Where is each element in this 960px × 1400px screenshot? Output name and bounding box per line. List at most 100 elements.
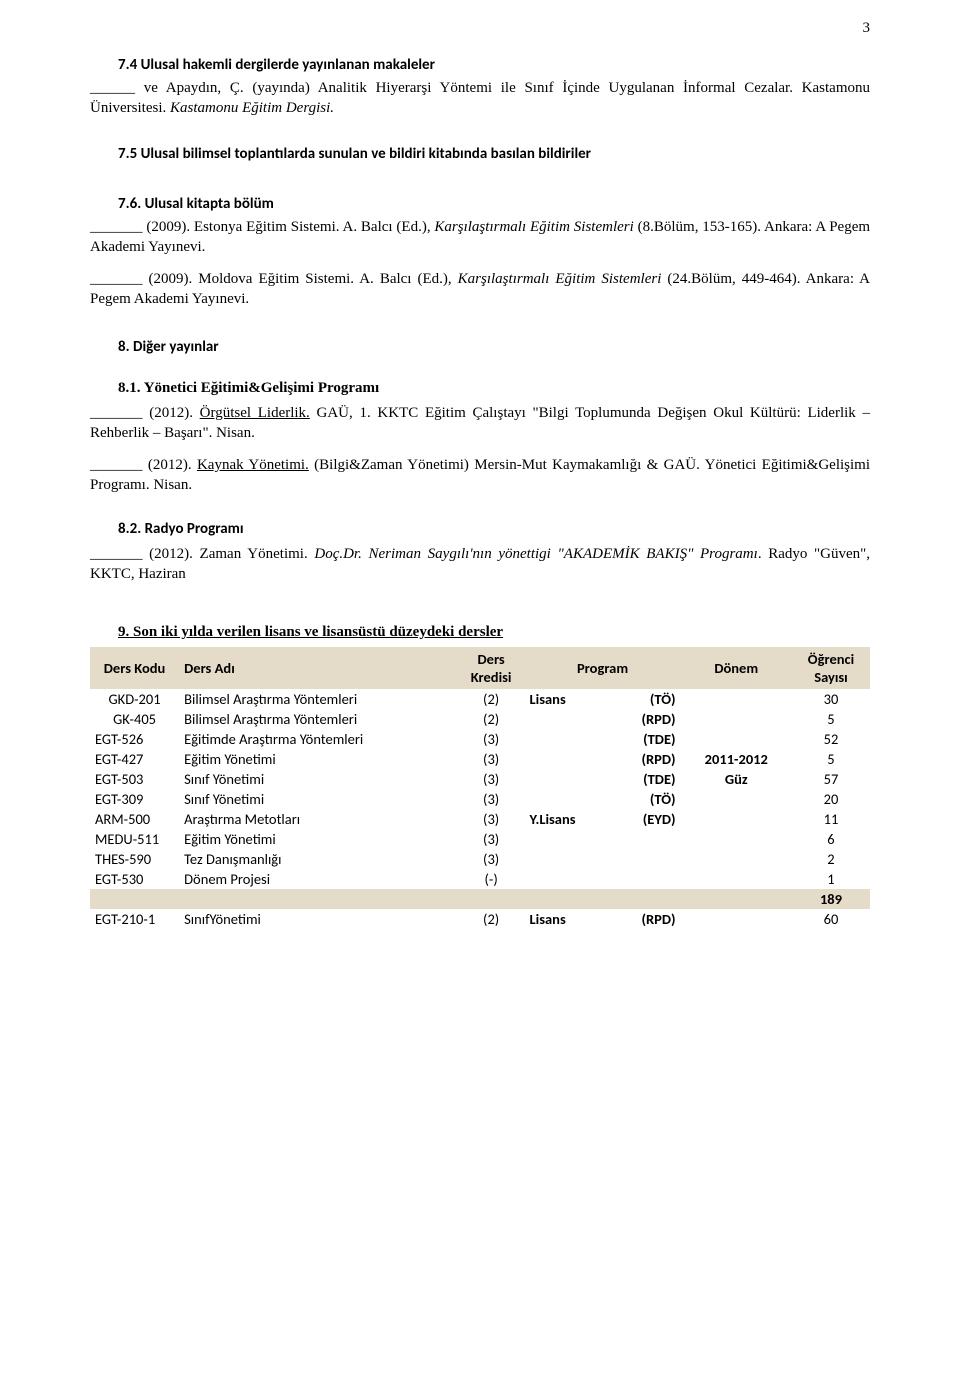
subtotal-spacer [90,889,792,909]
document-page: 3 7.4 Ulusal hakemli dergilerde yayınlan… [0,0,960,969]
cell-prog2: (RPD) [603,749,681,769]
cell-code: EGT-210-1 [90,909,179,929]
cell-code: ARM-500 [90,809,179,829]
th-term: Dönem [681,647,792,689]
cell-prog2: (TDE) [603,729,681,749]
heading-8: 8. Diğer yayınlar [90,338,870,356]
para-7-6-2: (2009). Moldova Eğitim Sistemi. A. Balcı… [90,269,870,310]
cell-credit: (3) [458,749,525,769]
th-credit: Ders Kredisi [458,647,525,689]
cell-count: 20 [792,789,870,809]
cell-term [681,809,792,829]
cell-credit: (2) [458,909,525,929]
cell-term: 2011-2012 [681,749,792,769]
th-program: Program [525,647,681,689]
cell-count: 2 [792,849,870,869]
cell-prog1 [525,729,603,749]
cell-credit: (3) [458,769,525,789]
cell-name: Bilimsel Araştırma Yöntemleri [179,709,458,729]
cell-count: 5 [792,709,870,729]
cell-name: Dönem Projesi [179,869,458,889]
th-name: Ders Adı [179,647,458,689]
table-row: GK-405Bilimsel Araştırma Yöntemleri(2) (R… [90,709,870,729]
cell-code: EGT-427 [90,749,179,769]
cell-count: 30 [792,689,870,709]
cell-name: Eğitimde Araştırma Yöntemleri [179,729,458,749]
heading-9: 9. Son iki yılda verilen lisans ve lisan… [90,624,870,641]
cell-prog2: (TDE) [603,769,681,789]
cell-name: Sınıf Yönetimi [179,769,458,789]
cell-credit: (3) [458,729,525,749]
cell-code: EGT-530 [90,869,179,889]
table-row: EGT-530Dönem Projesi(-)1 [90,869,870,889]
cell-prog2: (TÖ) [603,789,681,809]
cell-code: EGT-309 [90,789,179,809]
cell-count: 1 [792,869,870,889]
cell-term: Güz [681,769,792,789]
cell-prog1 [525,709,603,729]
page-number: 3 [863,20,871,37]
heading-8-2: 8.2. Radyo Programı [90,520,870,538]
table-body: GKD-201Bilimsel Araştırma Yöntemleri(2)L… [90,689,870,929]
cell-credit: (2) [458,709,525,729]
table-header: Ders Kodu Ders Adı Ders Kredisi Program … [90,647,870,689]
table-row: EGT-427Eğitim Yönetimi(3) (RPD)2011-20125 [90,749,870,769]
para-8-1-2: (2012). Kaynak Yönetimi. (Bilgi&Zaman Yö… [90,455,870,496]
cell-code: EGT-503 [90,769,179,789]
heading-8-1: 8.1. Yönetici Eğitimi&Gelişimi Programı [90,380,870,397]
cell-code: MEDU-511 [90,829,179,849]
heading-7-5: 7.5 Ulusal bilimsel toplantılarda sunula… [90,145,870,163]
courses-table: Ders Kodu Ders Adı Ders Kredisi Program … [90,647,870,929]
th-count: Öğrenci Sayısı [792,647,870,689]
cell-code: EGT-526 [90,729,179,749]
cell-term [681,829,792,849]
cell-name: SınıfYönetimi [179,909,458,929]
cell-count: 11 [792,809,870,829]
cell-term [681,709,792,729]
cell-prog1 [525,789,603,809]
cell-credit: (3) [458,829,525,849]
table-row: EGT-526Eğitimde Araştırma Yöntemleri(3) (… [90,729,870,749]
cell-prog2: (RPD) [603,709,681,729]
cell-count: 57 [792,769,870,789]
table-row: EGT-210-1SınıfYönetimi(2)Lisans(RPD) 60 [90,909,870,929]
cell-prog1 [525,829,603,849]
cell-name: Eğitim Yönetimi [179,749,458,769]
table-row: ARM-500Araştırma Metotları(3)Y.Lisans(EY… [90,809,870,829]
cell-prog2 [603,829,681,849]
cell-prog1 [525,869,603,889]
heading-7-6: 7.6. Ulusal kitapta bölüm [90,195,870,213]
cell-name: Bilimsel Araştırma Yöntemleri [179,689,458,709]
cell-credit: (3) [458,849,525,869]
cell-count: 6 [792,829,870,849]
table-row: THES-590Tez Danışmanlığı(3) 2 [90,849,870,869]
cell-name: Sınıf Yönetimi [179,789,458,809]
para-7-4: ve Apaydın, Ç. (yayında) Analitik Hiyera… [90,78,870,119]
cell-term [681,869,792,889]
para-8-2: (2012). Zaman Yönetimi. Doç.Dr. Neriman … [90,544,870,585]
cell-prog2: (EYD) [603,809,681,829]
cell-prog1 [525,769,603,789]
cell-credit: (2) [458,689,525,709]
cell-prog1: Lisans [525,689,603,709]
table-row: EGT-309Sınıf Yönetimi(3) (TÖ) 20 [90,789,870,809]
cell-prog2 [603,869,681,889]
cell-count: 5 [792,749,870,769]
cell-prog2: (RPD) [603,909,681,929]
cell-credit: (3) [458,789,525,809]
cell-code: THES-590 [90,849,179,869]
cell-prog2 [603,849,681,869]
cell-count: 52 [792,729,870,749]
cell-name: Tez Danışmanlığı [179,849,458,869]
subtotal-value: 189 [792,889,870,909]
cell-term [681,909,792,929]
table-subtotal-row: 189 [90,889,870,909]
cell-name: Araştırma Metotları [179,809,458,829]
table-row: EGT-503Sınıf Yönetimi(3) (TDE)Güz57 [90,769,870,789]
cell-term [681,789,792,809]
cell-code: GK-405 [90,709,179,729]
cell-name: Eğitim Yönetimi [179,829,458,849]
cell-prog1 [525,749,603,769]
cell-prog1: Lisans [525,909,603,929]
cell-count: 60 [792,909,870,929]
